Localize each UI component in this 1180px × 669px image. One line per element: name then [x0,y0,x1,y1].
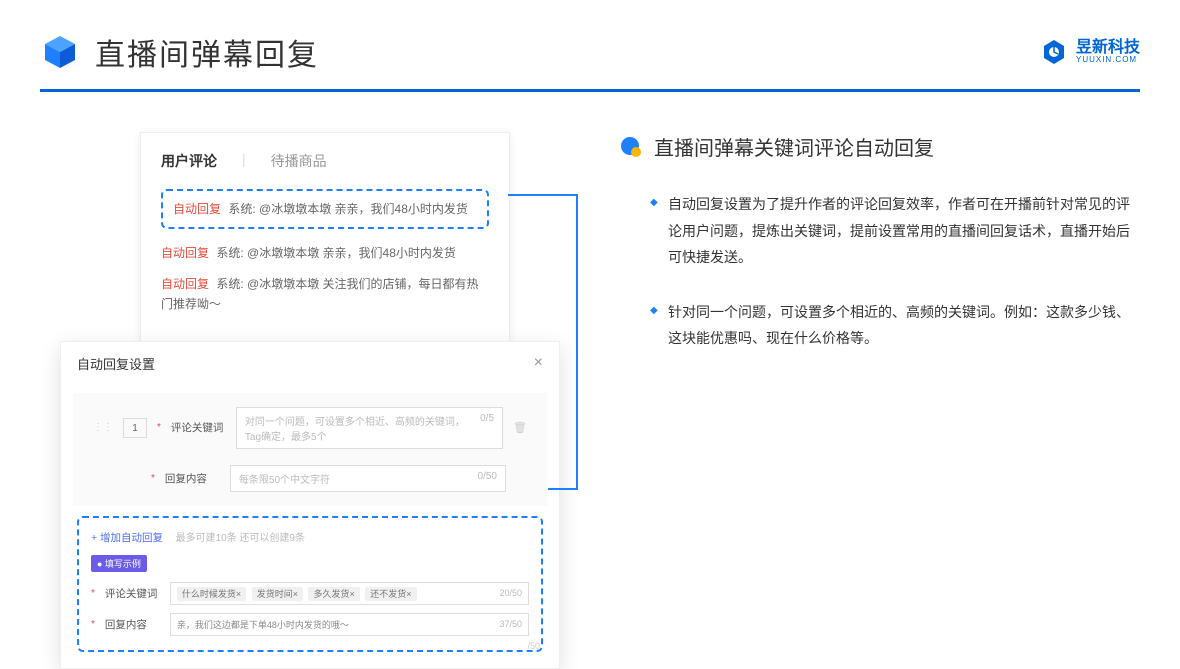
add-hint: 最多可建10条 还可以创建9条 [176,533,305,544]
example-row-kw: * 评论关键词 什么时候发货× 发货时间× 多久发货× 还不发货× 20/50 [91,578,529,609]
connector [548,488,578,490]
section-title: 直播间弹幕关键词评论自动回复 [654,132,934,161]
reply-tag: 自动回复 [161,277,209,291]
form-row-keyword: ⋮⋮ 1 * 评论关键词 对同一个问题，可设置多个相近、高频的关键词，Tag确定… [77,399,543,457]
form-row-content: * 回复内容 每条限50个中文字符 0/50 [77,457,543,500]
tab-products[interactable]: 待播商品 [271,151,327,171]
reply-text: 系统: @冰墩墩本墩 亲亲，我们48小时内发货 [228,202,468,216]
add-reply-link[interactable]: + 增加自动回复 [91,532,163,544]
reply-item: 自动回复 系统: @冰墩墩本墩 关注我们的店铺，每日都有热门推荐呦～ [161,274,489,315]
label-content: 回复内容 [165,471,220,486]
example-block: + 增加自动回复 最多可建10条 还可以创建9条 ● 填写示例 * 评论关键词 … [77,516,543,652]
input-content[interactable]: 每条限50个中文字符 0/50 [230,465,506,492]
comments-card: 用户评论 | 待播商品 自动回复 系统: @冰墩墩本墩 亲亲，我们48小时内发货… [140,132,510,351]
reply-tag: 自动回复 [161,246,209,260]
outer-count: /50 [527,641,540,651]
ex-label-kw: 评论关键词 [105,586,160,601]
settings-title: 自动回复设置 [77,354,155,373]
bullet-icon [620,136,642,158]
tab-sep: | [242,151,246,171]
cube-icon [40,32,80,72]
logo-en: YUUXIN.COM [1076,56,1140,64]
left-column: 用户评论 | 待播商品 自动回复 系统: @冰墩墩本墩 亲亲，我们48小时内发货… [60,132,560,669]
reply-item: 自动回复 系统: @冰墩墩本墩 亲亲，我们48小时内发货 [161,243,489,263]
delete-icon[interactable]: 🗑 [513,421,527,434]
logo-icon [1040,38,1068,66]
label-keyword: 评论关键词 [171,420,226,435]
tabs: 用户评论 | 待播商品 [161,151,489,171]
connector [508,194,578,196]
page-title: 直播间弹幕回复 [95,30,319,74]
bullet-item: 针对同一个问题，可设置多个相近的、高频的关键词。例如：这款多少钱、这块能优惠吗、… [650,299,1140,352]
section-head: 直播间弹幕关键词评论自动回复 [620,132,1140,161]
header-left: 直播间弹幕回复 [40,30,319,74]
tab-comments[interactable]: 用户评论 [161,151,217,171]
close-icon[interactable]: × [534,354,543,372]
ex-label-ct: 回复内容 [105,617,160,632]
logo: 昱新科技 YUUXIN.COM [1040,38,1140,66]
header: 直播间弹幕回复 昱新科技 YUUXIN.COM [0,0,1180,74]
logo-cn: 昱新科技 [1076,40,1140,56]
reply-text: 系统: @冰墩墩本墩 亲亲，我们48小时内发货 [216,246,456,260]
bullet-item: 自动回复设置为了提升作者的评论回复效率，作者可在开播前针对常见的评论用户问题，提… [650,191,1140,271]
example-badge: ● 填写示例 [91,555,147,572]
ex-input-kw[interactable]: 什么时候发货× 发货时间× 多久发货× 还不发货× 20/50 [170,582,529,605]
input-keyword[interactable]: 对同一个问题，可设置多个相近、高频的关键词，Tag确定，最多5个 0/5 [236,407,503,449]
ex-input-ct[interactable]: 亲，我们这边都是下单48小时内发货的哦～ 37/50 [170,613,529,636]
reply-tag: 自动回复 [173,202,221,216]
settings-card: 自动回复设置 × ⋮⋮ 1 * 评论关键词 对同一个问题，可设置多个相近、高频的… [60,341,560,669]
highlighted-reply: 自动回复 系统: @冰墩墩本墩 亲亲，我们48小时内发货 [161,189,489,229]
right-column: 直播间弹幕关键词评论自动回复 自动回复设置为了提升作者的评论回复效率，作者可在开… [620,132,1140,669]
example-row-ct: * 回复内容 亲，我们这边都是下单48小时内发货的哦～ 37/50 [91,609,529,640]
row-number: 1 [123,418,147,438]
settings-header: 自动回复设置 × [61,342,559,385]
connector [576,194,578,490]
bullet-list: 自动回复设置为了提升作者的评论回复效率，作者可在开播前针对常见的评论用户问题，提… [620,191,1140,352]
